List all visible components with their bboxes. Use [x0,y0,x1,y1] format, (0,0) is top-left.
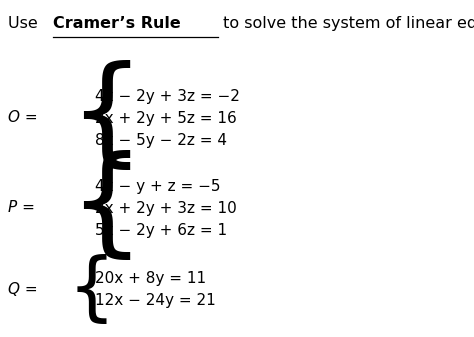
Text: P =: P = [8,201,35,215]
Text: 5x − 2y + 6z = 1: 5x − 2y + 6z = 1 [95,222,227,238]
Text: 2x + 2y + 5z = 16: 2x + 2y + 5z = 16 [95,111,237,125]
Text: O =: O = [8,111,37,125]
Text: {: { [68,150,144,266]
Text: Q =: Q = [8,282,37,298]
Text: 4x − y + z = −5: 4x − y + z = −5 [95,179,220,193]
Text: 20x + 8y = 11: 20x + 8y = 11 [95,272,206,286]
Text: 4x − 2y + 3z = −2: 4x − 2y + 3z = −2 [95,89,240,103]
Text: to solve the system of linear equations.: to solve the system of linear equations. [218,16,474,31]
Text: 2x + 2y + 3z = 10: 2x + 2y + 3z = 10 [95,201,237,215]
Text: Use: Use [8,16,43,31]
Text: 12x − 24y = 21: 12x − 24y = 21 [95,294,216,308]
Text: {: { [68,60,144,176]
Text: 8x − 5y − 2z = 4: 8x − 5y − 2z = 4 [95,132,227,148]
Text: Cramer’s Rule: Cramer’s Rule [53,16,181,31]
Text: {: { [68,253,116,327]
